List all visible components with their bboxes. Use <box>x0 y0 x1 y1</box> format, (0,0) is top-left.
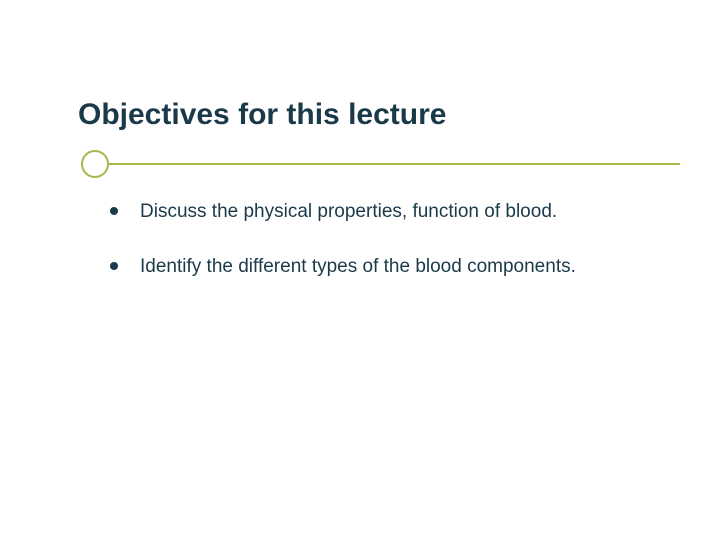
decoration-circle <box>81 150 109 178</box>
slide: Objectives for this lecture Discuss the … <box>0 0 720 540</box>
bullet-icon <box>110 262 118 270</box>
bullet-text: Identify the different types of the bloo… <box>140 255 576 280</box>
list-item: Identify the different types of the bloo… <box>110 255 670 280</box>
bullet-icon <box>110 207 118 215</box>
list-item: Discuss the physical properties, functio… <box>110 200 670 225</box>
bullet-text: Discuss the physical properties, functio… <box>140 200 557 225</box>
decoration-line <box>109 163 680 165</box>
title-underline-decoration <box>0 148 720 178</box>
slide-title: Objectives for this lecture <box>78 98 446 132</box>
bullet-list: Discuss the physical properties, functio… <box>110 200 670 309</box>
